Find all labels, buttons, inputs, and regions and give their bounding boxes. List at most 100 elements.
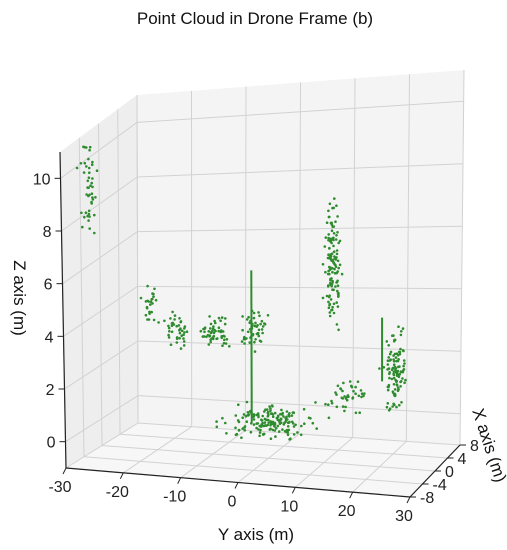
data-point xyxy=(389,350,393,354)
data-point xyxy=(336,259,340,263)
data-point xyxy=(259,425,263,428)
data-point xyxy=(398,403,401,407)
data-point xyxy=(267,418,270,422)
data-point xyxy=(210,329,214,333)
data-point xyxy=(216,337,219,340)
data-point xyxy=(215,420,218,423)
data-point xyxy=(182,340,186,343)
z-tick-label: 0 xyxy=(47,435,56,452)
data-point xyxy=(265,408,269,411)
data-point xyxy=(337,328,340,332)
data-point xyxy=(404,378,407,382)
data-point xyxy=(268,405,271,408)
data-point xyxy=(360,392,364,396)
data-point xyxy=(257,428,260,431)
y-tick-mark xyxy=(234,482,239,489)
data-point xyxy=(257,328,261,332)
data-point xyxy=(82,171,86,174)
data-point xyxy=(246,411,250,414)
y-tick-label: 20 xyxy=(338,503,356,520)
data-point xyxy=(266,314,270,317)
data-point xyxy=(213,319,216,323)
data-point xyxy=(403,362,406,365)
data-point xyxy=(328,311,332,314)
data-point xyxy=(261,331,264,335)
data-point xyxy=(170,324,174,328)
data-point xyxy=(93,213,96,217)
data-point xyxy=(335,252,339,256)
y-tick-label: 10 xyxy=(280,498,298,515)
data-point xyxy=(147,318,151,321)
data-point xyxy=(169,343,173,347)
data-point xyxy=(299,433,303,437)
data-point xyxy=(281,413,284,416)
data-point xyxy=(337,266,341,270)
data-point xyxy=(336,289,339,293)
data-point xyxy=(393,352,397,356)
data-point xyxy=(274,427,278,430)
data-point xyxy=(263,322,266,325)
data-point xyxy=(80,211,83,215)
data-point xyxy=(336,231,339,234)
data-point xyxy=(324,236,328,239)
data-point xyxy=(396,389,400,393)
data-point xyxy=(331,237,335,240)
y-tick-label: -10 xyxy=(163,489,186,506)
data-point xyxy=(402,364,405,368)
data-point xyxy=(329,221,333,225)
data-point xyxy=(386,402,390,405)
y-tick-label: -20 xyxy=(106,484,129,501)
data-point xyxy=(332,244,335,248)
data-point xyxy=(321,296,325,300)
data-point xyxy=(256,332,260,336)
grid-line xyxy=(83,456,423,485)
data-point xyxy=(315,427,319,430)
data-point xyxy=(253,350,257,353)
data-point xyxy=(354,385,357,389)
data-point xyxy=(171,310,174,314)
data-point xyxy=(88,145,92,149)
data-point xyxy=(222,334,225,338)
data-point xyxy=(336,384,340,388)
data-point xyxy=(261,325,265,328)
data-point xyxy=(269,409,272,412)
data-point xyxy=(360,395,363,399)
data-point xyxy=(75,166,79,170)
data-point xyxy=(402,349,405,353)
grid-line xyxy=(137,340,462,352)
data-point xyxy=(208,315,211,318)
data-point xyxy=(258,339,262,343)
data-point xyxy=(87,209,91,213)
data-point xyxy=(91,177,94,180)
data-point xyxy=(182,337,185,340)
data-point xyxy=(224,317,227,320)
z-tick-label: 8 xyxy=(43,224,52,241)
data-point xyxy=(328,268,332,272)
data-point xyxy=(327,215,331,219)
y-tick-mark xyxy=(349,491,354,499)
data-point xyxy=(258,314,261,318)
data-point xyxy=(167,333,170,337)
data-point xyxy=(87,186,90,189)
data-point xyxy=(330,308,333,312)
data-point xyxy=(340,272,344,276)
data-point xyxy=(214,329,217,333)
data-points xyxy=(75,145,407,441)
data-point xyxy=(94,196,97,199)
data-point xyxy=(330,259,334,262)
data-point xyxy=(328,303,331,307)
data-point xyxy=(217,329,220,333)
data-point xyxy=(249,430,253,434)
data-point xyxy=(170,322,174,325)
data-point xyxy=(220,316,224,319)
data-point xyxy=(401,377,404,380)
x-tick-label: -4 xyxy=(433,477,447,494)
data-point xyxy=(149,303,152,306)
data-point xyxy=(254,338,257,341)
y-tick-mark xyxy=(291,487,296,494)
data-point xyxy=(276,424,280,428)
data-point xyxy=(327,284,330,287)
data-point xyxy=(241,328,244,332)
data-point xyxy=(178,336,181,340)
data-point xyxy=(250,422,253,425)
